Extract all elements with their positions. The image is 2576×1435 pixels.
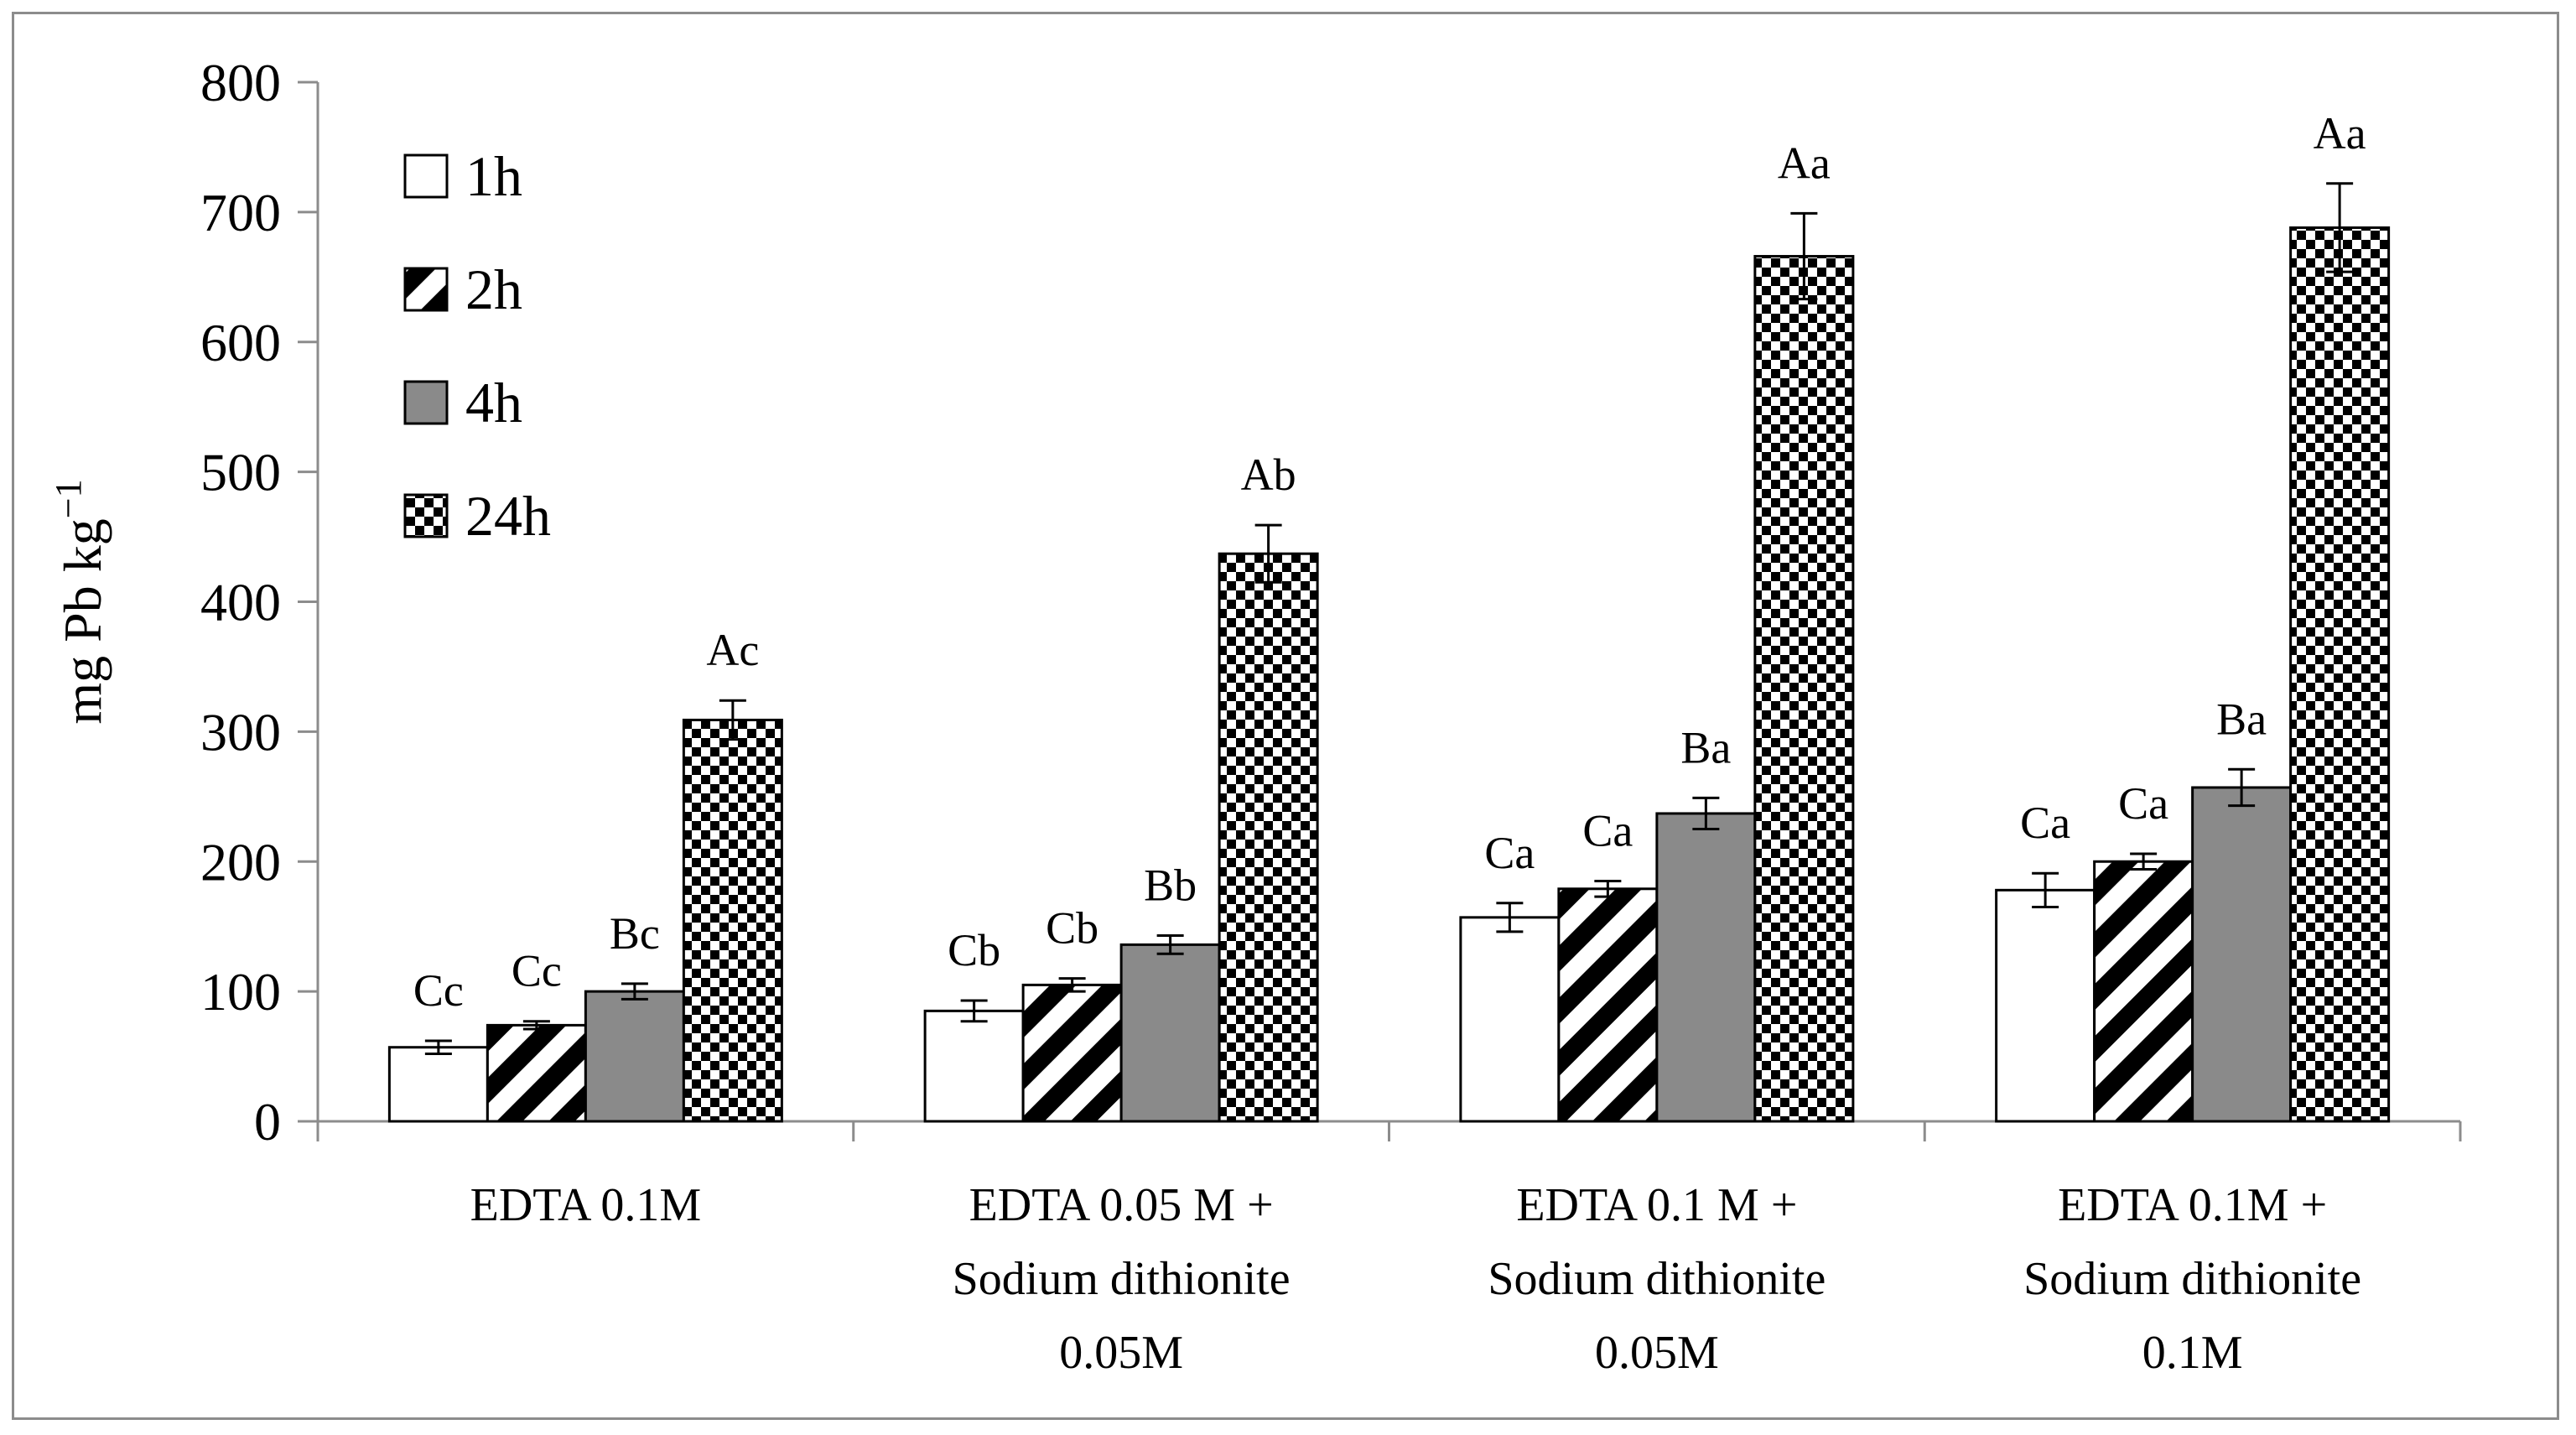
y-tick-label: 0 bbox=[254, 1092, 281, 1152]
legend-label: 2h bbox=[465, 257, 522, 321]
bar-24h bbox=[1753, 255, 1855, 1123]
data-label: Bb bbox=[1144, 860, 1197, 911]
bar-2h bbox=[486, 1023, 587, 1123]
data-label: Ca bbox=[1484, 828, 1535, 878]
legend-swatch-1h bbox=[403, 153, 449, 199]
bar-1h bbox=[387, 1046, 489, 1123]
y-tick-label: 400 bbox=[200, 573, 281, 632]
bar-24h bbox=[682, 718, 783, 1123]
data-label: Cc bbox=[413, 965, 464, 1016]
data-label: Cb bbox=[948, 925, 1000, 975]
bar-4h bbox=[1119, 943, 1221, 1123]
bar-1h bbox=[1995, 888, 2096, 1123]
legend-swatch-4h bbox=[403, 380, 449, 425]
data-label: Ba bbox=[1680, 722, 1731, 772]
bar-2h bbox=[2093, 860, 2194, 1123]
y-tick-label: 100 bbox=[200, 962, 281, 1022]
data-label: Ca bbox=[2020, 798, 2070, 848]
data-label: Ca bbox=[1582, 805, 1633, 855]
x-category-label: EDTA 0.1M bbox=[470, 1179, 702, 1231]
legend-label: 1h bbox=[465, 144, 522, 208]
data-label: Cb bbox=[1046, 903, 1098, 954]
legend-label: 4h bbox=[465, 371, 522, 434]
bar-24h bbox=[2289, 226, 2391, 1123]
bar-4h bbox=[2191, 786, 2293, 1123]
x-category-label: EDTA 0.1M + Sodium dithionite 0.1M bbox=[2023, 1179, 2361, 1379]
bar-1h bbox=[923, 1009, 1025, 1123]
bar-24h bbox=[1218, 552, 1319, 1123]
y-tick-label: 600 bbox=[200, 313, 281, 372]
data-label: Aa bbox=[2314, 108, 2366, 159]
bar-2h bbox=[1021, 983, 1123, 1123]
y-tick-label: 300 bbox=[200, 702, 281, 762]
data-label: Bc bbox=[610, 908, 660, 959]
bar-1h bbox=[1459, 916, 1561, 1123]
y-tick-label: 200 bbox=[200, 832, 281, 892]
data-label: Ba bbox=[2216, 694, 2267, 744]
y-tick-label: 800 bbox=[200, 53, 281, 112]
bar-4h bbox=[1655, 812, 1757, 1123]
data-label: Aa bbox=[1778, 138, 1831, 188]
x-category-label: EDTA 0.1 M + Sodium dithionite 0.05M bbox=[1488, 1179, 1826, 1379]
y-axis-title: mg Pb kg−1 bbox=[48, 479, 112, 724]
x-category-label: EDTA 0.05 M + Sodium dithionite 0.05M bbox=[953, 1179, 1291, 1379]
data-label: Cc bbox=[512, 946, 562, 996]
bar-4h bbox=[584, 990, 685, 1123]
y-tick-label: 500 bbox=[200, 443, 281, 502]
legend-swatch-2h bbox=[403, 267, 449, 312]
data-label: Ac bbox=[706, 625, 759, 675]
data-label: Ca bbox=[2118, 778, 2168, 829]
y-tick-label: 700 bbox=[200, 183, 281, 242]
legend-label: 24h bbox=[465, 484, 551, 548]
data-label: Ab bbox=[1241, 450, 1296, 500]
bar-2h bbox=[1557, 887, 1659, 1123]
legend-swatch-24h bbox=[403, 493, 449, 538]
